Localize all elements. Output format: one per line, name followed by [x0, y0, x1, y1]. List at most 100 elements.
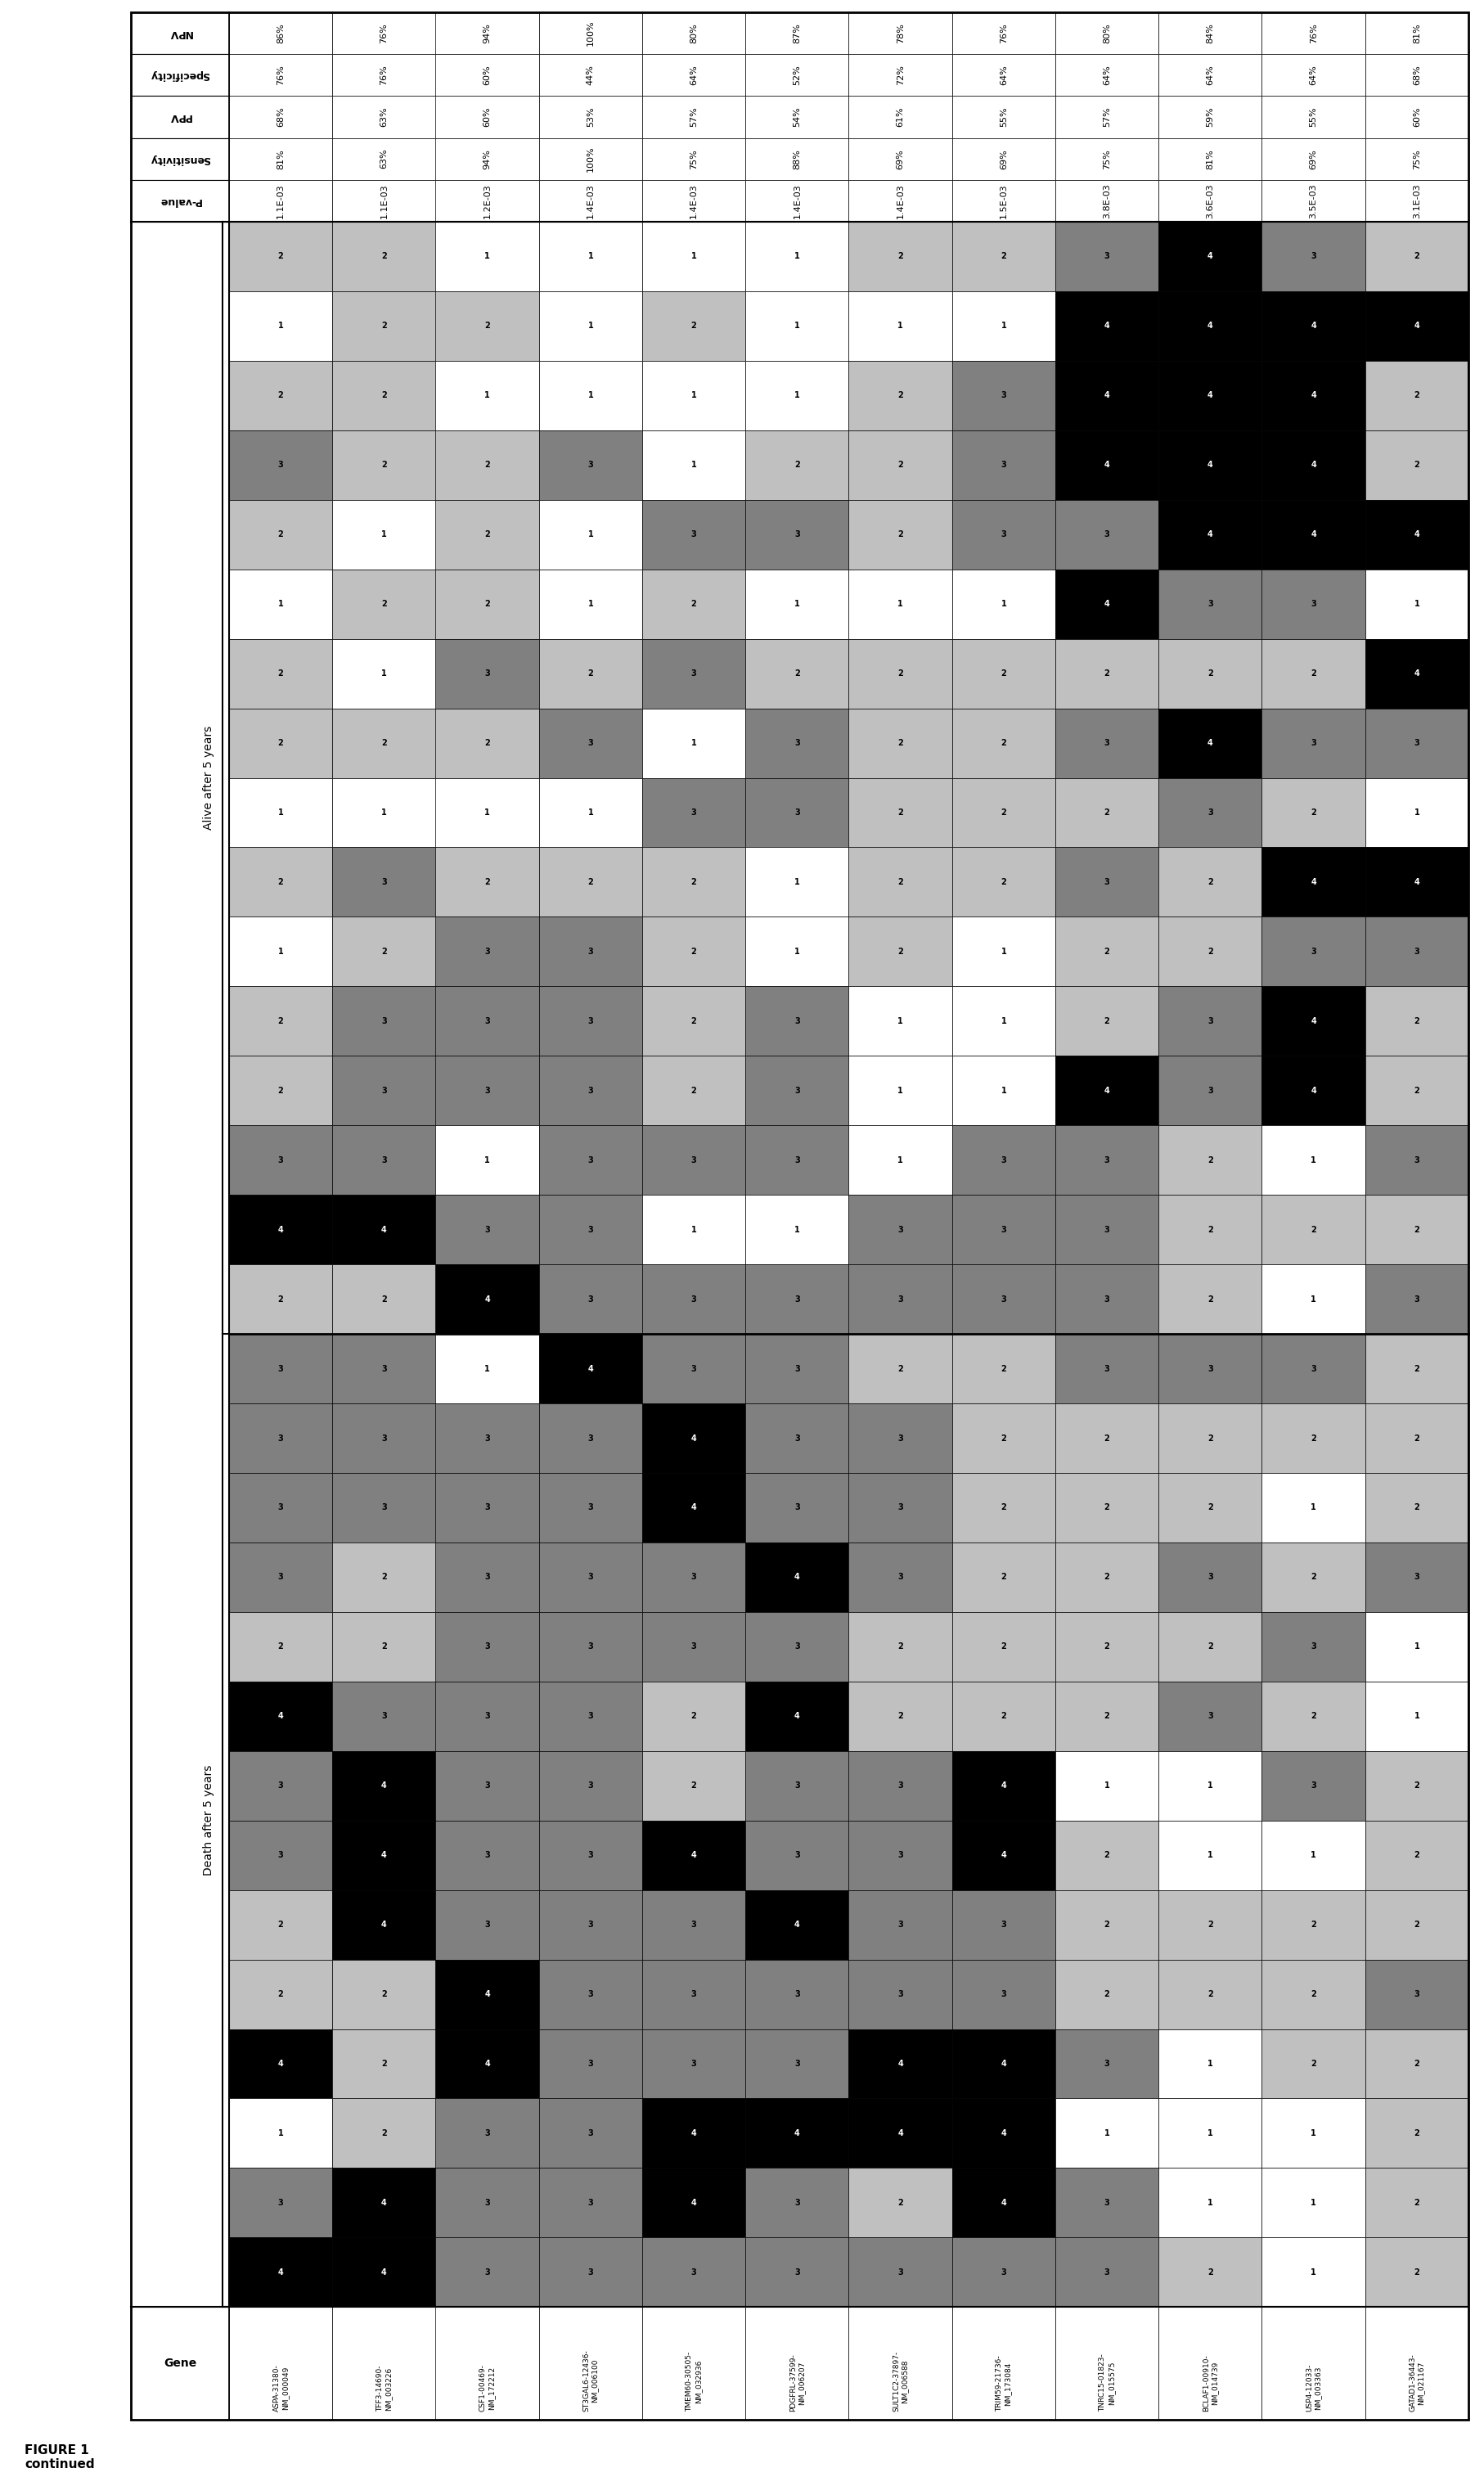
Bar — [951, 1264, 1055, 1333]
Bar — [1364, 1473, 1468, 1542]
Bar — [332, 2238, 435, 2308]
Text: 2: 2 — [1000, 252, 1006, 262]
Text: 3: 3 — [690, 1296, 696, 1303]
Text: CSF1-00469-
NM_172212: CSF1-00469- NM_172212 — [479, 2364, 496, 2411]
Bar — [745, 291, 849, 360]
Bar — [332, 12, 435, 54]
Text: 3: 3 — [484, 1227, 490, 1234]
Text: 3: 3 — [484, 1434, 490, 1441]
Bar — [1261, 847, 1364, 916]
Text: 3: 3 — [794, 1155, 800, 1165]
Bar — [643, 847, 745, 916]
Text: 3: 3 — [794, 531, 800, 538]
Text: 2: 2 — [690, 321, 696, 331]
Text: 2: 2 — [898, 810, 902, 817]
Bar — [1364, 96, 1468, 138]
Bar — [1261, 2029, 1364, 2098]
Text: 3: 3 — [588, 2061, 594, 2068]
Text: 3: 3 — [1104, 2061, 1109, 2068]
Bar — [1261, 2167, 1364, 2238]
Text: 2: 2 — [381, 392, 386, 400]
Bar — [643, 12, 745, 54]
Text: 2: 2 — [278, 879, 283, 886]
Text: 3: 3 — [898, 1920, 902, 1930]
Text: 3: 3 — [1104, 2268, 1109, 2275]
Bar — [745, 1404, 849, 1473]
Text: 4: 4 — [484, 1989, 490, 1999]
Text: 3: 3 — [794, 1296, 800, 1303]
Bar — [745, 2238, 849, 2308]
Bar — [849, 1473, 951, 1542]
Bar — [1158, 2308, 1261, 2421]
Bar — [1158, 1125, 1261, 1195]
Text: 2: 2 — [1000, 1644, 1006, 1651]
Bar — [1158, 916, 1261, 987]
Bar — [539, 2098, 643, 2167]
Bar — [1364, 1681, 1468, 1750]
Text: 1: 1 — [484, 1155, 490, 1165]
Bar — [849, 847, 951, 916]
Text: 2: 2 — [278, 531, 283, 538]
Text: 2: 2 — [1206, 1155, 1212, 1165]
Text: 4: 4 — [1000, 1851, 1006, 1858]
Bar — [229, 1125, 332, 1195]
Bar — [229, 2098, 332, 2167]
Text: TNRC15-01823-
NM_015575: TNRC15-01823- NM_015575 — [1098, 2354, 1114, 2411]
Text: 3: 3 — [1310, 1644, 1316, 1651]
Text: 100%: 100% — [586, 20, 594, 47]
Bar — [745, 1890, 849, 1960]
Bar — [1364, 570, 1468, 639]
Bar — [1055, 222, 1158, 291]
Bar — [131, 54, 229, 96]
Bar — [539, 138, 643, 180]
Bar — [849, 639, 951, 708]
Text: 4: 4 — [1310, 1017, 1316, 1024]
Bar — [229, 916, 332, 987]
Text: 76%: 76% — [380, 64, 387, 84]
Bar — [1261, 570, 1364, 639]
Text: 2: 2 — [381, 600, 386, 607]
Bar — [1364, 2308, 1468, 2421]
Bar — [643, 1612, 745, 1681]
Bar — [1364, 777, 1468, 847]
Bar — [332, 1264, 435, 1333]
Bar — [539, 12, 643, 54]
Bar — [1364, 1821, 1468, 1890]
Bar — [643, 2167, 745, 2238]
Text: 4: 4 — [1104, 392, 1109, 400]
Text: 3: 3 — [484, 1503, 490, 1513]
Bar — [1055, 501, 1158, 570]
Bar — [849, 2029, 951, 2098]
Bar — [1055, 777, 1158, 847]
Text: 3.8E-03: 3.8E-03 — [1103, 183, 1110, 217]
Bar — [229, 2308, 332, 2421]
Bar — [435, 1542, 539, 1612]
Bar — [435, 639, 539, 708]
Text: 1: 1 — [1206, 1782, 1212, 1789]
Text: 1: 1 — [898, 1086, 902, 1096]
Text: 94%: 94% — [482, 148, 491, 168]
Text: 2: 2 — [381, 948, 386, 955]
Text: 2: 2 — [278, 738, 283, 748]
Bar — [1261, 54, 1364, 96]
Text: 3: 3 — [794, 2199, 800, 2206]
Bar — [951, 429, 1055, 501]
Bar — [643, 360, 745, 429]
Text: 3: 3 — [484, 2199, 490, 2206]
Text: 3: 3 — [1310, 1365, 1316, 1372]
Text: 2: 2 — [588, 669, 594, 679]
Bar — [951, 570, 1055, 639]
Bar — [1158, 12, 1261, 54]
Text: 1: 1 — [898, 1155, 902, 1165]
Bar — [435, 987, 539, 1056]
Text: 3: 3 — [588, 1782, 594, 1789]
Text: ASPA-31380-
NM_000049: ASPA-31380- NM_000049 — [273, 2364, 288, 2411]
Text: 3: 3 — [794, 1086, 800, 1096]
Bar — [643, 96, 745, 138]
Text: 4: 4 — [690, 2130, 696, 2137]
Text: 1: 1 — [1310, 1503, 1316, 1513]
Text: 3: 3 — [1000, 392, 1006, 400]
Text: 3: 3 — [381, 1155, 386, 1165]
Bar — [951, 708, 1055, 777]
Bar — [539, 291, 643, 360]
